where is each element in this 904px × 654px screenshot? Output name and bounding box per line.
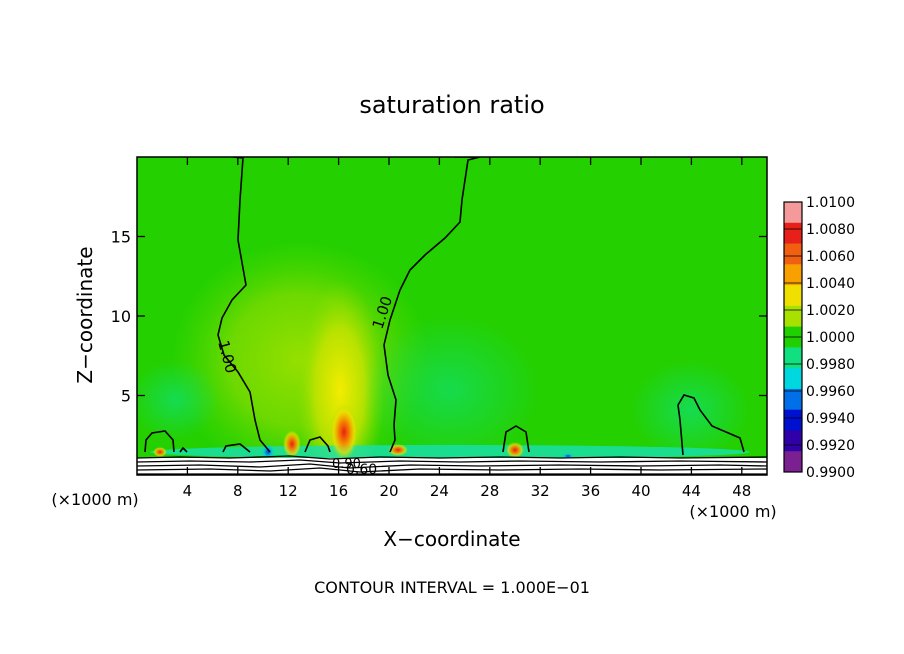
- colorbar-swatch: [784, 430, 802, 452]
- x-tick-label: 4: [183, 482, 193, 500]
- y-axis: 5 10 15: [111, 228, 767, 406]
- colorbar-swatch: [784, 409, 802, 431]
- contour-line: [179, 446, 188, 453]
- contour-line: [304, 436, 331, 453]
- y-tick-label: 15: [111, 228, 131, 247]
- y-tick-label: 5: [121, 387, 131, 406]
- colorbar-level-label: 1.0020: [806, 303, 855, 319]
- x-axis-unit: (×1000 m): [51, 490, 138, 509]
- x-tick-label: 40: [631, 482, 650, 500]
- x-tick-label: 24: [430, 482, 449, 500]
- field-moist-core: [295, 280, 385, 475]
- colorbar-swatch: [784, 243, 802, 265]
- surface-contours: [137, 455, 767, 475]
- colorbar-level-label: 0.9920: [806, 438, 855, 454]
- contour-line: [222, 443, 251, 453]
- colorbar-swatch: [784, 222, 802, 245]
- colorbar-level-label: 1.0040: [806, 276, 855, 292]
- x-tick-label: 12: [279, 482, 298, 500]
- contour-line: [677, 394, 745, 456]
- field-hot-30: [506, 442, 524, 458]
- z-axis-unit: (×1000 m): [689, 502, 776, 521]
- field-dry-10: [261, 444, 275, 460]
- field-hot-1: [153, 447, 167, 457]
- colorbar: 1.0100 1.0080 1.0060 1.0040 1.0020 1.0000 0.99…: [783, 195, 855, 481]
- x-tick-label: 32: [531, 482, 550, 500]
- x-tick-label: 44: [682, 482, 701, 500]
- colorbar-swatch: [784, 388, 802, 411]
- colorbar-level-label: 1.0100: [806, 195, 855, 211]
- field-teal-right: [630, 360, 750, 460]
- contour-line: [383, 157, 481, 453]
- contour-interval-note: CONTOUR INTERVAL = 1.000E−01: [314, 578, 590, 597]
- x-tick-label: 16: [329, 482, 348, 500]
- x-axis: 4 8 12 16 20 24 28 32 36 40 44 48: [183, 157, 751, 500]
- field-cyan-band: [150, 445, 750, 459]
- colorbar-swatch: [784, 264, 802, 286]
- colorbar-level-label: 1.0060: [806, 249, 855, 265]
- colorbar-level-label: 1.0000: [806, 330, 855, 346]
- field-teal-left: [137, 360, 220, 440]
- plot-field: [137, 157, 767, 475]
- colorbar-swatch: [784, 285, 802, 307]
- x-axis-label: X−coordinate: [383, 527, 520, 551]
- colorbar-swatch: [784, 305, 802, 328]
- colorbar-level-label: 0.9940: [806, 411, 855, 427]
- colorbar-swatch: [784, 451, 802, 473]
- colorbar-level-label: 0.9960: [806, 384, 855, 400]
- contour-line: [502, 425, 530, 453]
- x-tick-label: 20: [379, 482, 398, 500]
- chart-title: saturation ratio: [359, 91, 544, 119]
- x-tick-label: 28: [480, 482, 499, 500]
- contour-label: 0.60: [346, 462, 377, 478]
- colorbar-level-label: 1.0080: [806, 222, 855, 238]
- field-hot-20: [388, 444, 408, 456]
- field-hot-16: [330, 404, 358, 460]
- colorbar-swatch: [784, 202, 802, 224]
- contour-line: [144, 430, 175, 453]
- field-hot-12: [283, 430, 301, 458]
- y-axis-label: Z−coordinate: [73, 246, 97, 383]
- x-tick-label: 48: [732, 482, 751, 500]
- colorbar-level-label: 0.9900: [806, 465, 855, 481]
- field-teal-mid: [360, 315, 540, 465]
- colorbar-swatch: [784, 368, 802, 390]
- x-tick-label: 36: [581, 482, 600, 500]
- colorbar-level-label: 0.9980: [806, 357, 855, 373]
- x-tick-label: 8: [233, 482, 243, 500]
- contour-line: [217, 157, 271, 453]
- y-tick-label: 10: [111, 307, 131, 326]
- colorbar-swatch: [784, 347, 802, 369]
